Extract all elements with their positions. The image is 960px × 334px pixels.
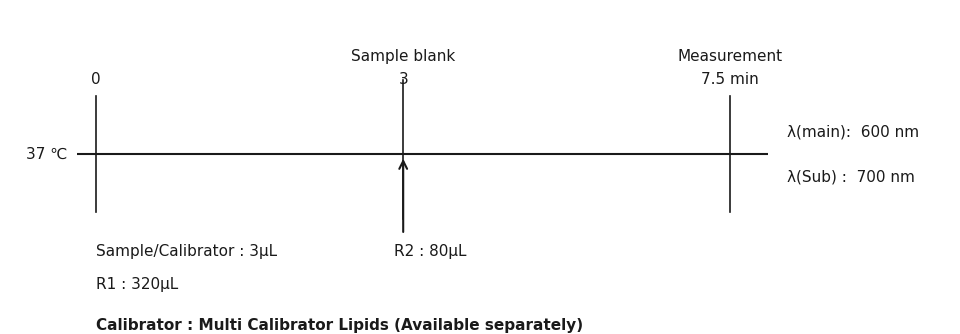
Text: Measurement: Measurement xyxy=(677,49,782,64)
Text: R1 : 320μL: R1 : 320μL xyxy=(96,277,179,292)
Text: 37 ℃: 37 ℃ xyxy=(26,147,67,162)
Text: 0: 0 xyxy=(91,72,101,87)
Text: 7.5 min: 7.5 min xyxy=(701,72,758,87)
Text: Sample/Calibrator : 3μL: Sample/Calibrator : 3μL xyxy=(96,244,277,260)
Text: R2 : 80μL: R2 : 80μL xyxy=(394,244,467,260)
Text: Calibrator : Multi Calibrator Lipids (Available separately): Calibrator : Multi Calibrator Lipids (Av… xyxy=(96,318,583,333)
Text: λ(Sub) :  700 nm: λ(Sub) : 700 nm xyxy=(787,169,915,184)
Text: λ(main):  600 nm: λ(main): 600 nm xyxy=(787,124,920,139)
Text: Sample blank: Sample blank xyxy=(351,49,455,64)
Text: 3: 3 xyxy=(398,72,408,87)
